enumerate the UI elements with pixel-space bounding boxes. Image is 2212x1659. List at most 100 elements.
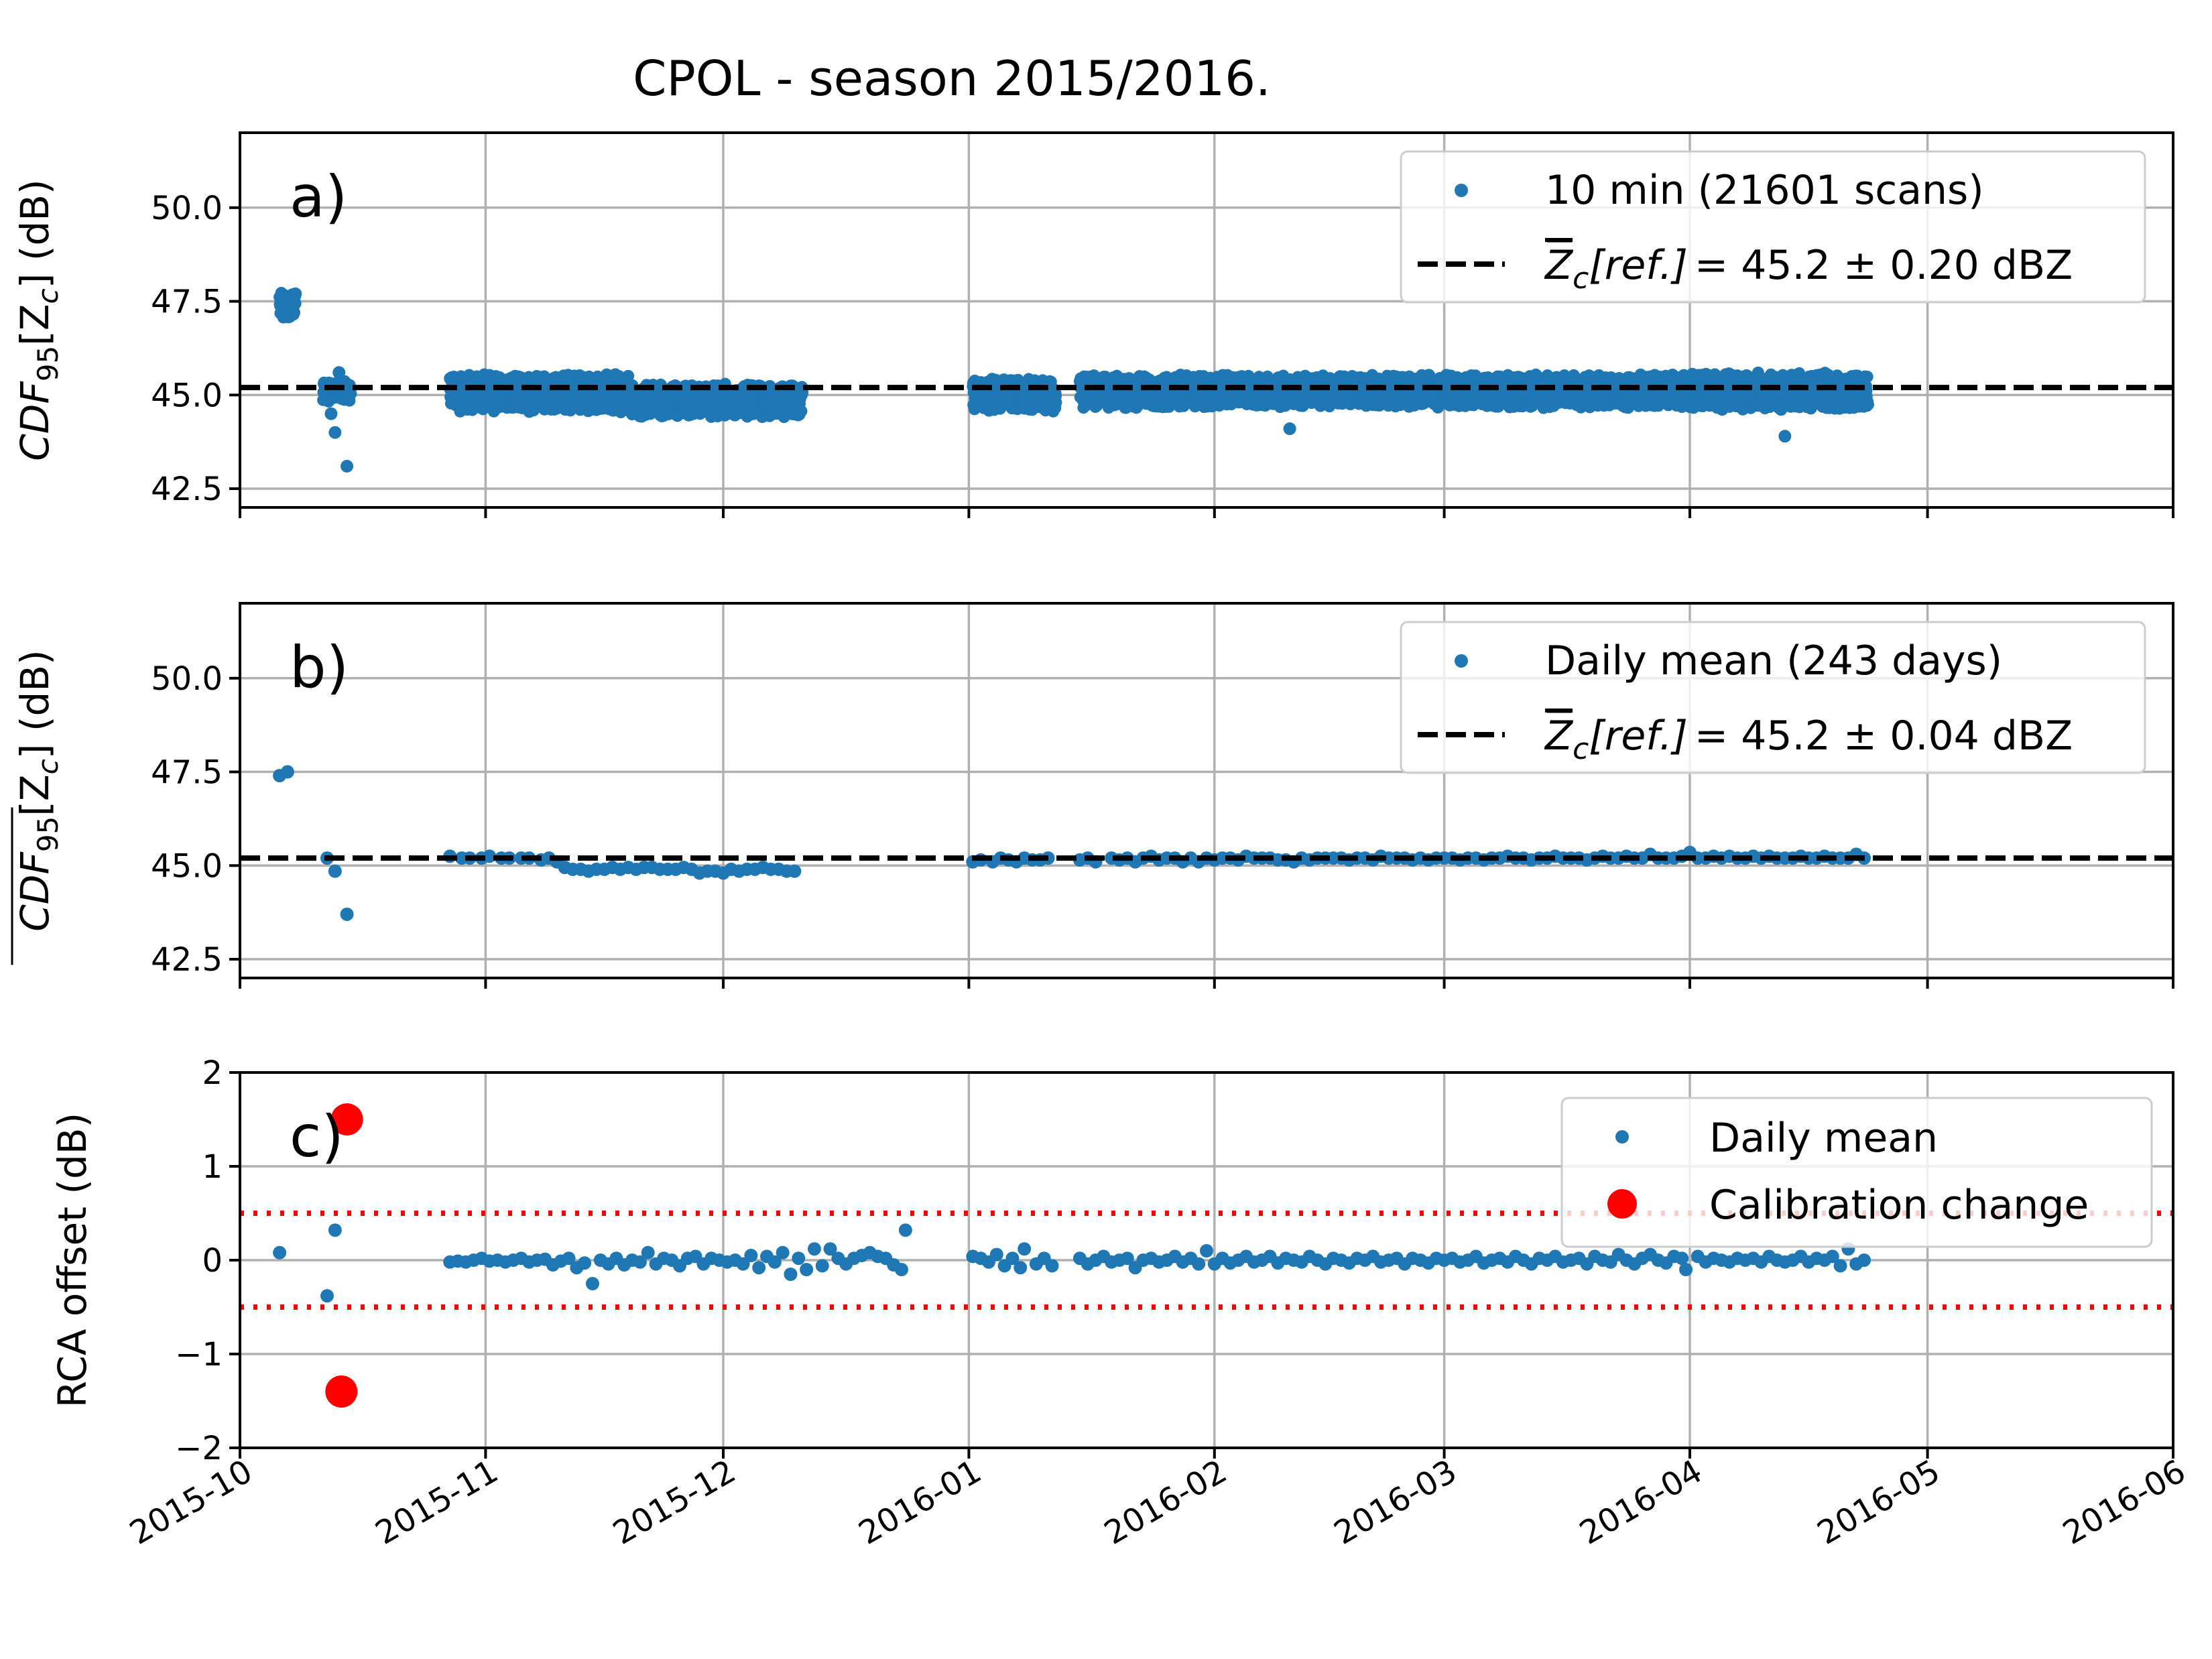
y-tick-label: 1 — [202, 1148, 223, 1186]
daily-mean-point — [641, 1245, 655, 1259]
outlier-point — [1283, 422, 1296, 436]
outlier-point — [328, 426, 342, 439]
legend-box — [1400, 150, 2146, 304]
y-axis-label: CDF95[Zc] (dB) — [12, 650, 64, 931]
y-tick-label: −2 — [175, 1430, 223, 1467]
y-tick-label: 50.0 — [151, 660, 223, 698]
daily-mean-point — [788, 864, 802, 878]
daily-mean-point — [1045, 1259, 1059, 1273]
scan-point — [289, 297, 302, 310]
daily-mean-point — [1120, 1251, 1134, 1266]
calibration-point — [325, 1375, 358, 1408]
daily-mean-point — [1825, 1249, 1839, 1264]
daily-mean-point — [328, 1223, 342, 1237]
panel-label: b) — [290, 634, 349, 701]
y-axis-label-rest: [Z — [12, 304, 58, 345]
daily-mean-point — [792, 1251, 806, 1266]
x-tick-labels: 2015-10 2015-11 2015-12 2016-01 2016-02 2016-… — [123, 1453, 2192, 1552]
x-tick-label: 2015-12 — [607, 1453, 742, 1552]
legend-box — [1560, 1097, 2153, 1248]
legend-scatter-marker — [1455, 184, 1468, 197]
axes-frame — [239, 131, 2174, 509]
daily-mean-point — [483, 849, 497, 863]
x-tick-label: 2016-05 — [1811, 1453, 1947, 1552]
daily-mean-point — [1200, 1244, 1213, 1257]
daily-mean-point — [578, 1256, 592, 1270]
legend-calibration-marker — [1607, 1189, 1637, 1219]
x-tick-label: 2015-10 — [123, 1453, 259, 1552]
calibration-point — [330, 1103, 363, 1135]
panel-a: 42.545.047.550.0 a)CDF95[Zc] (dB) 10 min (… — [12, 131, 2174, 518]
legend-scatter-marker — [1615, 1130, 1629, 1144]
y-tick-label: 47.5 — [151, 754, 223, 792]
daily-mean-point — [752, 1261, 766, 1275]
y-tick-label: 2 — [202, 1054, 223, 1092]
y-axis-label-unit: ] (dB) — [12, 179, 58, 288]
scan-point — [622, 369, 635, 382]
daily-mean-point — [1018, 1242, 1032, 1256]
legend-ref-ref: [ref.] — [1589, 713, 1688, 759]
daily-mean-point — [767, 1255, 782, 1269]
x-tick-label: 2016-06 — [2056, 1453, 2192, 1552]
daily-mean-point — [1192, 1257, 1206, 1271]
scan-point — [288, 306, 301, 319]
daily-mean-point — [898, 1223, 912, 1237]
legend-ref-value: = 45.2 ± 0.20 dBZ — [1695, 242, 2073, 289]
x-tick-label: 2016-02 — [1098, 1453, 1233, 1552]
outlier-point — [324, 407, 338, 420]
daily-mean-point — [776, 1245, 790, 1259]
daily-mean-point — [562, 1251, 576, 1266]
y-axis-label-rest-sub: c — [32, 288, 64, 304]
y-tick-label: −1 — [175, 1336, 223, 1373]
daily-mean-point — [1679, 1263, 1693, 1276]
y-axis-label-rest-sub: c — [32, 759, 64, 774]
legend-box — [1400, 621, 2146, 774]
x-tick-label: 2016-01 — [853, 1453, 988, 1552]
legend-scatter-label: Daily mean — [1709, 1115, 1938, 1162]
scan-point — [1050, 396, 1062, 409]
outlier-point — [289, 287, 302, 300]
y-tick-label: 45.0 — [151, 377, 223, 414]
daily-mean-point — [1675, 1251, 1689, 1266]
scan-point — [795, 405, 808, 418]
y-axis-label-sub: 95 — [32, 816, 64, 852]
daily-mean-point — [894, 1263, 908, 1276]
legend-ref-var: Z — [1544, 713, 1574, 759]
scan-point — [1861, 398, 1874, 411]
figure-title: CPOL - season 2015/2016. — [633, 50, 1271, 107]
y-axis-label-rest: [Z — [12, 774, 58, 816]
legend-ref-sub: c — [1573, 261, 1589, 296]
y-axis-label: CDF95[Zc] (dB) — [12, 179, 64, 460]
daily-mean-point — [1013, 1261, 1028, 1275]
legend-scatter-label: 10 min (21601 scans) — [1545, 167, 1984, 214]
y-axis-label-sub: 95 — [32, 346, 64, 381]
x-tick-label: 2016-04 — [1573, 1453, 1709, 1552]
legend-calibration-label: Calibration change — [1709, 1182, 2089, 1229]
legend-ref-ref: [ref.] — [1589, 242, 1688, 289]
y-tick-label: 47.5 — [151, 284, 223, 321]
x-tick-label: 2016-03 — [1328, 1453, 1463, 1552]
daily-mean-point — [1833, 1259, 1847, 1273]
y-axis-label-main: CDF — [12, 381, 58, 461]
daily-mean-point — [744, 1249, 758, 1262]
daily-mean-point — [1005, 1251, 1020, 1266]
daily-mean-point — [328, 864, 342, 878]
legend-ref-var: Z — [1544, 242, 1574, 289]
daily-mean-point — [807, 1242, 821, 1256]
daily-mean-point — [633, 1255, 647, 1269]
daily-mean-point — [823, 1242, 837, 1256]
y-tick-label: 0 — [202, 1242, 223, 1280]
y-tick-label: 50.0 — [151, 190, 223, 227]
daily-mean-point — [736, 1257, 750, 1271]
y-tick-label: 42.5 — [151, 941, 223, 979]
panel-label: a) — [290, 164, 347, 231]
daily-mean-point — [280, 765, 294, 779]
legend-scatter-label: Daily mean (243 days) — [1545, 637, 2002, 684]
daily-mean-point — [340, 907, 354, 921]
legend-ref-sub: c — [1573, 732, 1589, 766]
daily-mean-point — [320, 1289, 334, 1303]
scan-point — [345, 387, 357, 400]
outlier-point — [341, 460, 354, 473]
scan-point — [1861, 371, 1873, 383]
